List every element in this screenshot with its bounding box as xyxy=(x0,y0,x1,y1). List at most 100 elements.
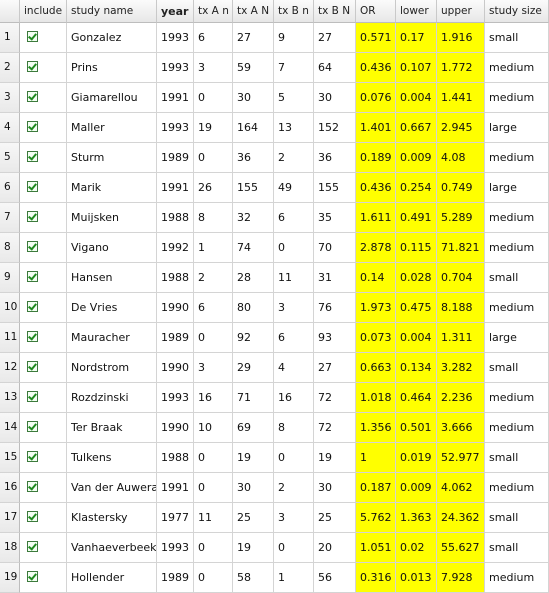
upper-cell[interactable]: 0.749 xyxy=(437,173,485,203)
column-header-lower[interactable]: lower xyxy=(396,0,437,23)
table-row[interactable]: 1 Gonzalez 1993 6 27 9 27 0.571 0.17 1.916 small xyxy=(0,23,549,53)
tx-a-n-cell[interactable]: 11 xyxy=(194,503,233,533)
tx-a-n-cell[interactable]: 1 xyxy=(194,233,233,263)
tx-b-big-n-cell[interactable]: 30 xyxy=(314,473,356,503)
table-row[interactable]: 12 Nordstrom 1990 3 29 4 27 0.663 0.134 3.282 smal… xyxy=(0,353,549,383)
lower-cell[interactable]: 0.501 xyxy=(396,413,437,443)
tx-b-n-cell[interactable]: 4 xyxy=(274,353,314,383)
row-number[interactable]: 8 xyxy=(0,233,20,263)
study-name-cell[interactable]: Prins xyxy=(67,53,157,83)
tx-a-big-n-cell[interactable]: 25 xyxy=(233,503,274,533)
or-cell[interactable]: 0.14 xyxy=(356,263,396,293)
tx-a-n-cell[interactable]: 0 xyxy=(194,143,233,173)
study-name-cell[interactable]: Sturm xyxy=(67,143,157,173)
column-header-include[interactable]: include xyxy=(20,0,67,23)
column-header-tx-b-big-n[interactable]: tx B N xyxy=(314,0,356,23)
row-number[interactable]: 18 xyxy=(0,533,20,563)
tx-a-big-n-cell[interactable]: 30 xyxy=(233,83,274,113)
tx-b-big-n-cell[interactable]: 93 xyxy=(314,323,356,353)
tx-a-big-n-cell[interactable]: 80 xyxy=(233,293,274,323)
upper-cell[interactable]: 2.236 xyxy=(437,383,485,413)
include-checkbox[interactable] xyxy=(27,421,38,432)
or-cell[interactable]: 1.356 xyxy=(356,413,396,443)
lower-cell[interactable]: 0.107 xyxy=(396,53,437,83)
table-row[interactable]: 13 Rozdzinski 1993 16 71 16 72 1.018 0.464 2.236 m… xyxy=(0,383,549,413)
study-name-cell[interactable]: Klastersky xyxy=(67,503,157,533)
include-checkbox[interactable] xyxy=(27,91,38,102)
study-name-cell[interactable]: Hollender xyxy=(67,563,157,593)
tx-b-n-cell[interactable]: 5 xyxy=(274,83,314,113)
study-size-cell[interactable]: medium xyxy=(485,53,549,83)
table-row[interactable]: 17 Klastersky 1977 11 25 3 25 5.762 1.363 24.362 s… xyxy=(0,503,549,533)
tx-a-big-n-cell[interactable]: 19 xyxy=(233,533,274,563)
row-number[interactable]: 5 xyxy=(0,143,20,173)
tx-b-n-cell[interactable]: 9 xyxy=(274,23,314,53)
study-name-cell[interactable]: Giamarellou xyxy=(67,83,157,113)
tx-b-big-n-cell[interactable]: 20 xyxy=(314,533,356,563)
lower-cell[interactable]: 0.475 xyxy=(396,293,437,323)
include-checkbox[interactable] xyxy=(27,211,38,222)
table-row[interactable]: 8 Vigano 1992 1 74 0 70 2.878 0.115 71.821 medium xyxy=(0,233,549,263)
include-checkbox[interactable] xyxy=(27,271,38,282)
tx-a-n-cell[interactable]: 3 xyxy=(194,353,233,383)
row-number[interactable]: 4 xyxy=(0,113,20,143)
tx-b-big-n-cell[interactable]: 31 xyxy=(314,263,356,293)
lower-cell[interactable]: 0.667 xyxy=(396,113,437,143)
column-header-tx-b-n[interactable]: tx B n xyxy=(274,0,314,23)
tx-a-n-cell[interactable]: 0 xyxy=(194,83,233,113)
table-row[interactable]: 3 Giamarellou 1991 0 30 5 30 0.076 0.004 1.441 med… xyxy=(0,83,549,113)
lower-cell[interactable]: 0.254 xyxy=(396,173,437,203)
or-cell[interactable]: 1.401 xyxy=(356,113,396,143)
year-cell[interactable]: 1993 xyxy=(157,533,194,563)
year-cell[interactable]: 1991 xyxy=(157,83,194,113)
upper-cell[interactable]: 1.311 xyxy=(437,323,485,353)
include-checkbox[interactable] xyxy=(27,571,38,582)
tx-b-n-cell[interactable]: 2 xyxy=(274,473,314,503)
upper-cell[interactable]: 55.627 xyxy=(437,533,485,563)
upper-cell[interactable]: 3.282 xyxy=(437,353,485,383)
tx-a-big-n-cell[interactable]: 32 xyxy=(233,203,274,233)
study-size-cell[interactable]: medium xyxy=(485,383,549,413)
year-cell[interactable]: 1988 xyxy=(157,203,194,233)
upper-cell[interactable]: 2.945 xyxy=(437,113,485,143)
tx-b-big-n-cell[interactable]: 36 xyxy=(314,143,356,173)
lower-cell[interactable]: 0.028 xyxy=(396,263,437,293)
column-header-or[interactable]: OR xyxy=(356,0,396,23)
tx-a-big-n-cell[interactable]: 155 xyxy=(233,173,274,203)
study-size-cell[interactable]: medium xyxy=(485,563,549,593)
tx-a-big-n-cell[interactable]: 19 xyxy=(233,443,274,473)
tx-a-n-cell[interactable]: 19 xyxy=(194,113,233,143)
tx-a-big-n-cell[interactable]: 29 xyxy=(233,353,274,383)
table-row[interactable]: 7 Muijsken 1988 8 32 6 35 1.611 0.491 5.289 medium xyxy=(0,203,549,233)
year-cell[interactable]: 1993 xyxy=(157,53,194,83)
study-name-cell[interactable]: Rozdzinski xyxy=(67,383,157,413)
tx-a-big-n-cell[interactable]: 74 xyxy=(233,233,274,263)
year-cell[interactable]: 1989 xyxy=(157,143,194,173)
tx-a-n-cell[interactable]: 6 xyxy=(194,23,233,53)
tx-a-n-cell[interactable]: 0 xyxy=(194,473,233,503)
tx-a-n-cell[interactable]: 6 xyxy=(194,293,233,323)
column-header-tx-a-n[interactable]: tx A n xyxy=(194,0,233,23)
row-number[interactable]: 14 xyxy=(0,413,20,443)
lower-cell[interactable]: 0.009 xyxy=(396,143,437,173)
tx-b-big-n-cell[interactable]: 35 xyxy=(314,203,356,233)
row-number[interactable]: 2 xyxy=(0,53,20,83)
upper-cell[interactable]: 0.704 xyxy=(437,263,485,293)
tx-b-n-cell[interactable]: 11 xyxy=(274,263,314,293)
tx-b-big-n-cell[interactable]: 27 xyxy=(314,353,356,383)
upper-cell[interactable]: 4.062 xyxy=(437,473,485,503)
tx-a-big-n-cell[interactable]: 92 xyxy=(233,323,274,353)
study-size-cell[interactable]: medium xyxy=(485,143,549,173)
study-size-cell[interactable]: medium xyxy=(485,413,549,443)
tx-a-n-cell[interactable]: 10 xyxy=(194,413,233,443)
tx-b-n-cell[interactable]: 6 xyxy=(274,323,314,353)
study-name-cell[interactable]: Gonzalez xyxy=(67,23,157,53)
upper-cell[interactable]: 5.289 xyxy=(437,203,485,233)
lower-cell[interactable]: 0.17 xyxy=(396,23,437,53)
tx-a-n-cell[interactable]: 26 xyxy=(194,173,233,203)
study-name-cell[interactable]: Mauracher xyxy=(67,323,157,353)
row-number[interactable]: 17 xyxy=(0,503,20,533)
study-size-cell[interactable]: medium xyxy=(485,293,549,323)
study-size-cell[interactable]: small xyxy=(485,533,549,563)
year-cell[interactable]: 1991 xyxy=(157,173,194,203)
